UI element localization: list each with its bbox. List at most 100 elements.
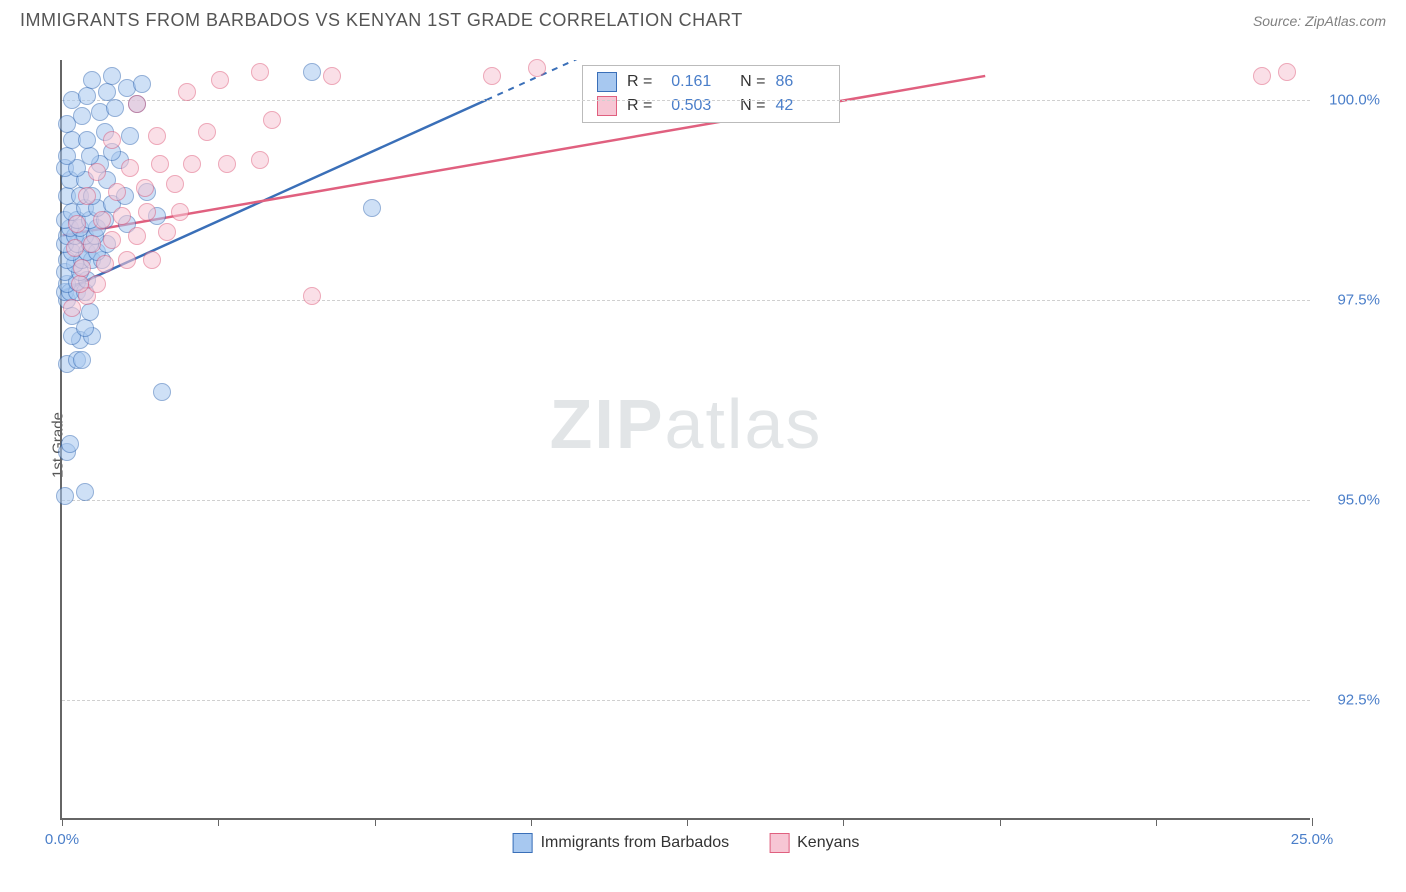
y-tick-label: 100.0%: [1320, 92, 1380, 109]
scatter-point: [103, 131, 121, 149]
scatter-point: [128, 95, 146, 113]
y-tick-label: 95.0%: [1320, 492, 1380, 509]
x-tick: [1156, 818, 1157, 826]
scatter-point: [303, 63, 321, 81]
scatter-point: [483, 67, 501, 85]
gridline-h: [62, 300, 1310, 301]
bottom-legend: Immigrants from Barbados Kenyans: [513, 833, 860, 853]
x-tick: [218, 818, 219, 826]
scatter-point: [108, 183, 126, 201]
legend-item: Kenyans: [769, 833, 859, 853]
scatter-point: [93, 211, 111, 229]
chart-container: 1st Grade ZIPatlas R = 0.161 N = 86R = 0…: [20, 45, 1386, 845]
scatter-point: [88, 163, 106, 181]
gridline-h: [62, 100, 1310, 101]
stats-row: R = 0.161 N = 86: [583, 70, 839, 94]
watermark: ZIPatlas: [550, 384, 823, 464]
x-tick: [1000, 818, 1001, 826]
x-tick: [1312, 818, 1313, 826]
stats-row: R = 0.503 N = 42: [583, 94, 839, 118]
scatter-point: [198, 123, 216, 141]
scatter-point: [76, 483, 94, 501]
trend-lines: [62, 60, 1310, 818]
scatter-point: [178, 83, 196, 101]
scatter-point: [83, 235, 101, 253]
plot-area: ZIPatlas R = 0.161 N = 86R = 0.503 N = 4…: [60, 60, 1310, 820]
x-tick-label: 25.0%: [1291, 831, 1334, 848]
gridline-h: [62, 700, 1310, 701]
x-tick: [843, 818, 844, 826]
chart-header: IMMIGRANTS FROM BARBADOS VS KENYAN 1ST G…: [0, 0, 1406, 36]
scatter-point: [58, 147, 76, 165]
scatter-point: [98, 83, 116, 101]
series-swatch: [597, 72, 617, 92]
chart-title: IMMIGRANTS FROM BARBADOS VS KENYAN 1ST G…: [20, 10, 743, 31]
scatter-point: [103, 67, 121, 85]
scatter-point: [121, 127, 139, 145]
scatter-point: [166, 175, 184, 193]
scatter-point: [78, 131, 96, 149]
scatter-point: [66, 239, 84, 257]
scatter-point: [121, 159, 139, 177]
scatter-point: [218, 155, 236, 173]
scatter-point: [148, 127, 166, 145]
scatter-point: [68, 215, 86, 233]
x-tick-label: 0.0%: [45, 831, 79, 848]
stats-r-label: R =: [627, 73, 661, 91]
scatter-point: [73, 107, 91, 125]
stats-n-value: 86: [775, 73, 825, 91]
scatter-point: [71, 275, 89, 293]
x-tick: [531, 818, 532, 826]
x-tick: [375, 818, 376, 826]
scatter-point: [171, 203, 189, 221]
scatter-point: [303, 287, 321, 305]
stats-r-value: 0.161: [671, 73, 721, 91]
scatter-point: [118, 251, 136, 269]
stats-legend-box: R = 0.161 N = 86R = 0.503 N = 42: [582, 65, 840, 123]
scatter-point: [263, 111, 281, 129]
scatter-point: [158, 223, 176, 241]
scatter-point: [251, 151, 269, 169]
y-tick-label: 92.5%: [1320, 692, 1380, 709]
scatter-point: [78, 187, 96, 205]
scatter-point: [88, 275, 106, 293]
scatter-point: [153, 383, 171, 401]
scatter-point: [143, 251, 161, 269]
scatter-point: [251, 63, 269, 81]
scatter-point: [73, 259, 91, 277]
scatter-point: [323, 67, 341, 85]
scatter-point: [81, 303, 99, 321]
scatter-point: [151, 155, 169, 173]
scatter-point: [183, 155, 201, 173]
scatter-point: [128, 227, 146, 245]
scatter-point: [63, 299, 81, 317]
scatter-point: [113, 207, 131, 225]
scatter-point: [136, 179, 154, 197]
legend-swatch: [513, 833, 533, 853]
y-tick-label: 97.5%: [1320, 292, 1380, 309]
scatter-point: [83, 71, 101, 89]
legend-item: Immigrants from Barbados: [513, 833, 730, 853]
scatter-point: [56, 487, 74, 505]
scatter-point: [106, 99, 124, 117]
gridline-h: [62, 500, 1310, 501]
stats-n-label: N =: [731, 73, 765, 91]
series-swatch: [597, 96, 617, 116]
scatter-point: [138, 203, 156, 221]
scatter-point: [133, 75, 151, 93]
legend-swatch: [769, 833, 789, 853]
scatter-point: [103, 231, 121, 249]
scatter-point: [211, 71, 229, 89]
legend-label: Immigrants from Barbados: [541, 834, 730, 852]
x-tick: [62, 818, 63, 826]
scatter-point: [78, 87, 96, 105]
scatter-point: [528, 59, 546, 77]
chart-source: Source: ZipAtlas.com: [1253, 13, 1386, 29]
scatter-point: [61, 435, 79, 453]
legend-label: Kenyans: [797, 834, 859, 852]
scatter-point: [363, 199, 381, 217]
scatter-point: [1253, 67, 1271, 85]
scatter-point: [73, 351, 91, 369]
x-tick: [687, 818, 688, 826]
scatter-point: [96, 255, 114, 273]
